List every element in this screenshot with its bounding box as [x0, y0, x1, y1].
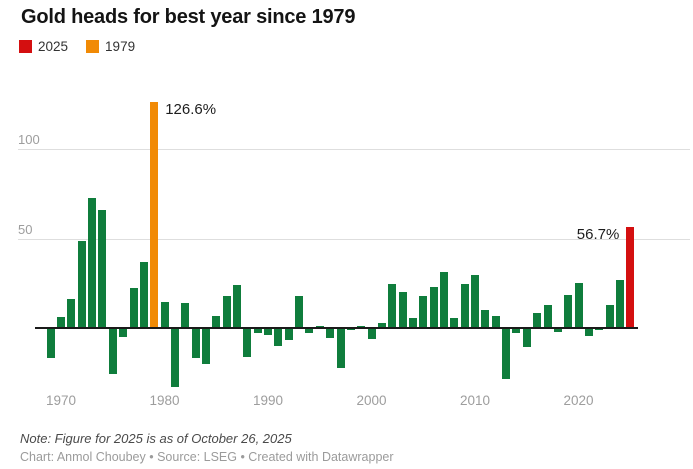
bar-annotation-2025: 56.7%: [576, 225, 620, 243]
bar-2019: [564, 295, 573, 328]
bar-2023: [605, 304, 614, 328]
bar-1981: [170, 329, 179, 388]
bar-1975: [108, 329, 117, 375]
bar-2002: [388, 284, 397, 328]
bar-2004: [408, 317, 417, 328]
bar-1988: [243, 329, 252, 358]
bar-1980: [160, 302, 169, 328]
bar-2012: [491, 315, 500, 328]
bar-annotation-1979: 126.6%: [165, 100, 217, 118]
bar-1982: [181, 302, 190, 328]
bar-2015: [522, 329, 531, 348]
bar-2010: [471, 275, 480, 328]
legend-swatch-1979: [86, 40, 100, 53]
bar-2006: [429, 286, 438, 328]
bar-2013: [502, 329, 511, 380]
bar-2017: [543, 304, 552, 328]
y-axis-tick-label-50: 50: [18, 221, 33, 237]
bar-1969: [46, 329, 55, 358]
bar-1972: [77, 240, 86, 328]
bar-2022: [595, 329, 604, 330]
bar-2000: [367, 329, 376, 339]
x-axis-tick-label-1980: 1980: [149, 393, 180, 408]
bar-2018: [553, 329, 562, 333]
bar-1974: [98, 210, 107, 328]
bar-1985: [212, 316, 221, 328]
chart-title: Gold heads for best year since 1979: [21, 6, 356, 28]
bar-1996: [326, 329, 335, 338]
bar-1983: [191, 329, 200, 359]
x-axis-tick-label-1990: 1990: [253, 393, 284, 408]
legend-label-1979: 1979: [105, 39, 136, 54]
bar-1995: [315, 325, 324, 328]
bar-2008: [450, 318, 459, 328]
bar-1977: [129, 287, 138, 328]
bar-1998: [346, 329, 355, 331]
bar-2009: [460, 284, 469, 328]
bar-1973: [88, 198, 97, 328]
bar-2001: [377, 323, 386, 328]
bar-1970: [57, 317, 66, 328]
legend-swatch-2025: [19, 40, 32, 53]
bar-2014: [512, 329, 521, 334]
x-axis-tick-label-2020: 2020: [563, 393, 594, 408]
bar-1987: [233, 284, 241, 328]
legend-label-2025: 2025: [38, 39, 69, 54]
bar-1994: [305, 329, 314, 334]
bar-2021: [584, 329, 593, 336]
gridline-100: [18, 149, 690, 151]
bar-1979: [150, 101, 159, 328]
legend-item-1979: 1979: [86, 39, 135, 54]
bar-2025: [626, 226, 635, 328]
x-axis-tick-label-2000: 2000: [356, 393, 387, 408]
footnote: Note: Figure for 2025 is as of October 2…: [20, 431, 292, 446]
x-axis-tick-label-1970: 1970: [46, 393, 77, 408]
bar-1978: [139, 261, 148, 328]
bar-2005: [419, 295, 428, 328]
bar-1989: [253, 329, 262, 334]
bar-1997: [336, 329, 345, 368]
bar-2024: [615, 279, 624, 328]
x-axis-tick-label-2010: 2010: [460, 393, 491, 408]
bar-2007: [440, 271, 448, 328]
bar-1990: [264, 329, 273, 336]
bar-1984: [201, 329, 210, 364]
zero-baseline-axis: [35, 327, 638, 329]
y-axis-tick-label-100: 100: [18, 132, 40, 148]
bar-2020: [574, 283, 583, 328]
legend-item-2025: 2025: [19, 39, 68, 54]
bar-2011: [481, 309, 490, 328]
byline: Chart: Anmol Choubey • Source: LSEG • Cr…: [20, 450, 394, 464]
bar-1971: [67, 298, 76, 328]
bar-1993: [295, 296, 304, 328]
legend: 2025 1979: [19, 39, 135, 54]
gridline-50: [18, 238, 690, 240]
bar-2003: [398, 292, 407, 328]
bar-2016: [533, 312, 542, 328]
bar-1991: [274, 329, 283, 346]
bar-1986: [222, 295, 231, 328]
bar-1992: [284, 329, 293, 340]
bar-1976: [119, 329, 128, 338]
